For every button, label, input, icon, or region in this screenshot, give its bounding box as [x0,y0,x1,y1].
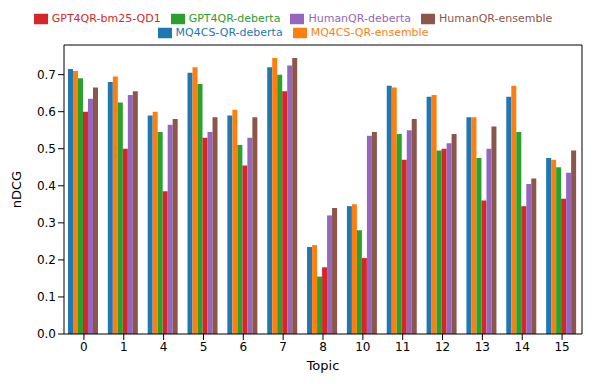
svg-text:0.6: 0.6 [37,105,56,119]
svg-text:0.5: 0.5 [37,142,56,156]
svg-text:8: 8 [319,340,327,354]
html-text:HumanQR-ensemble: HumanQR-ensemble [439,12,553,25]
html-text:GPT4QR-bm25-QD1: GPT4QR-bm25-QD1 [51,12,161,25]
html-text:HumanQR-deberta: HumanQR-deberta [308,12,411,25]
svg-text:11: 11 [395,340,410,354]
svg-text:13: 13 [475,340,490,354]
svg-text:0.4: 0.4 [37,179,56,193]
svg-text:0: 0 [80,340,88,354]
html-text:GPT4QR-deberta: GPT4QR-deberta [188,12,281,25]
svg-text:6: 6 [239,340,247,354]
svg-text:0.2: 0.2 [37,253,56,267]
svg-text:14: 14 [515,340,530,354]
svg-text:0.7: 0.7 [37,68,56,82]
svg-text:10: 10 [355,340,370,354]
svg-text:Topic: Topic [306,358,340,373]
svg-text:7: 7 [279,340,287,354]
svg-text:1: 1 [120,340,128,354]
svg-text:4: 4 [160,340,168,354]
html-text:MQ4CS-QR-ensemble: MQ4CS-QR-ensemble [310,26,429,39]
svg-text:15: 15 [554,340,569,354]
svg-text:0.1: 0.1 [37,290,56,304]
svg-text:12: 12 [435,340,450,354]
svg-text:nDCG: nDCG [9,171,24,208]
svg-text:0.3: 0.3 [37,216,56,230]
svg-text:5: 5 [200,340,208,354]
svg-text:0.0: 0.0 [37,327,56,341]
html-text:MQ4CS-QR-deberta: MQ4CS-QR-deberta [175,26,283,39]
